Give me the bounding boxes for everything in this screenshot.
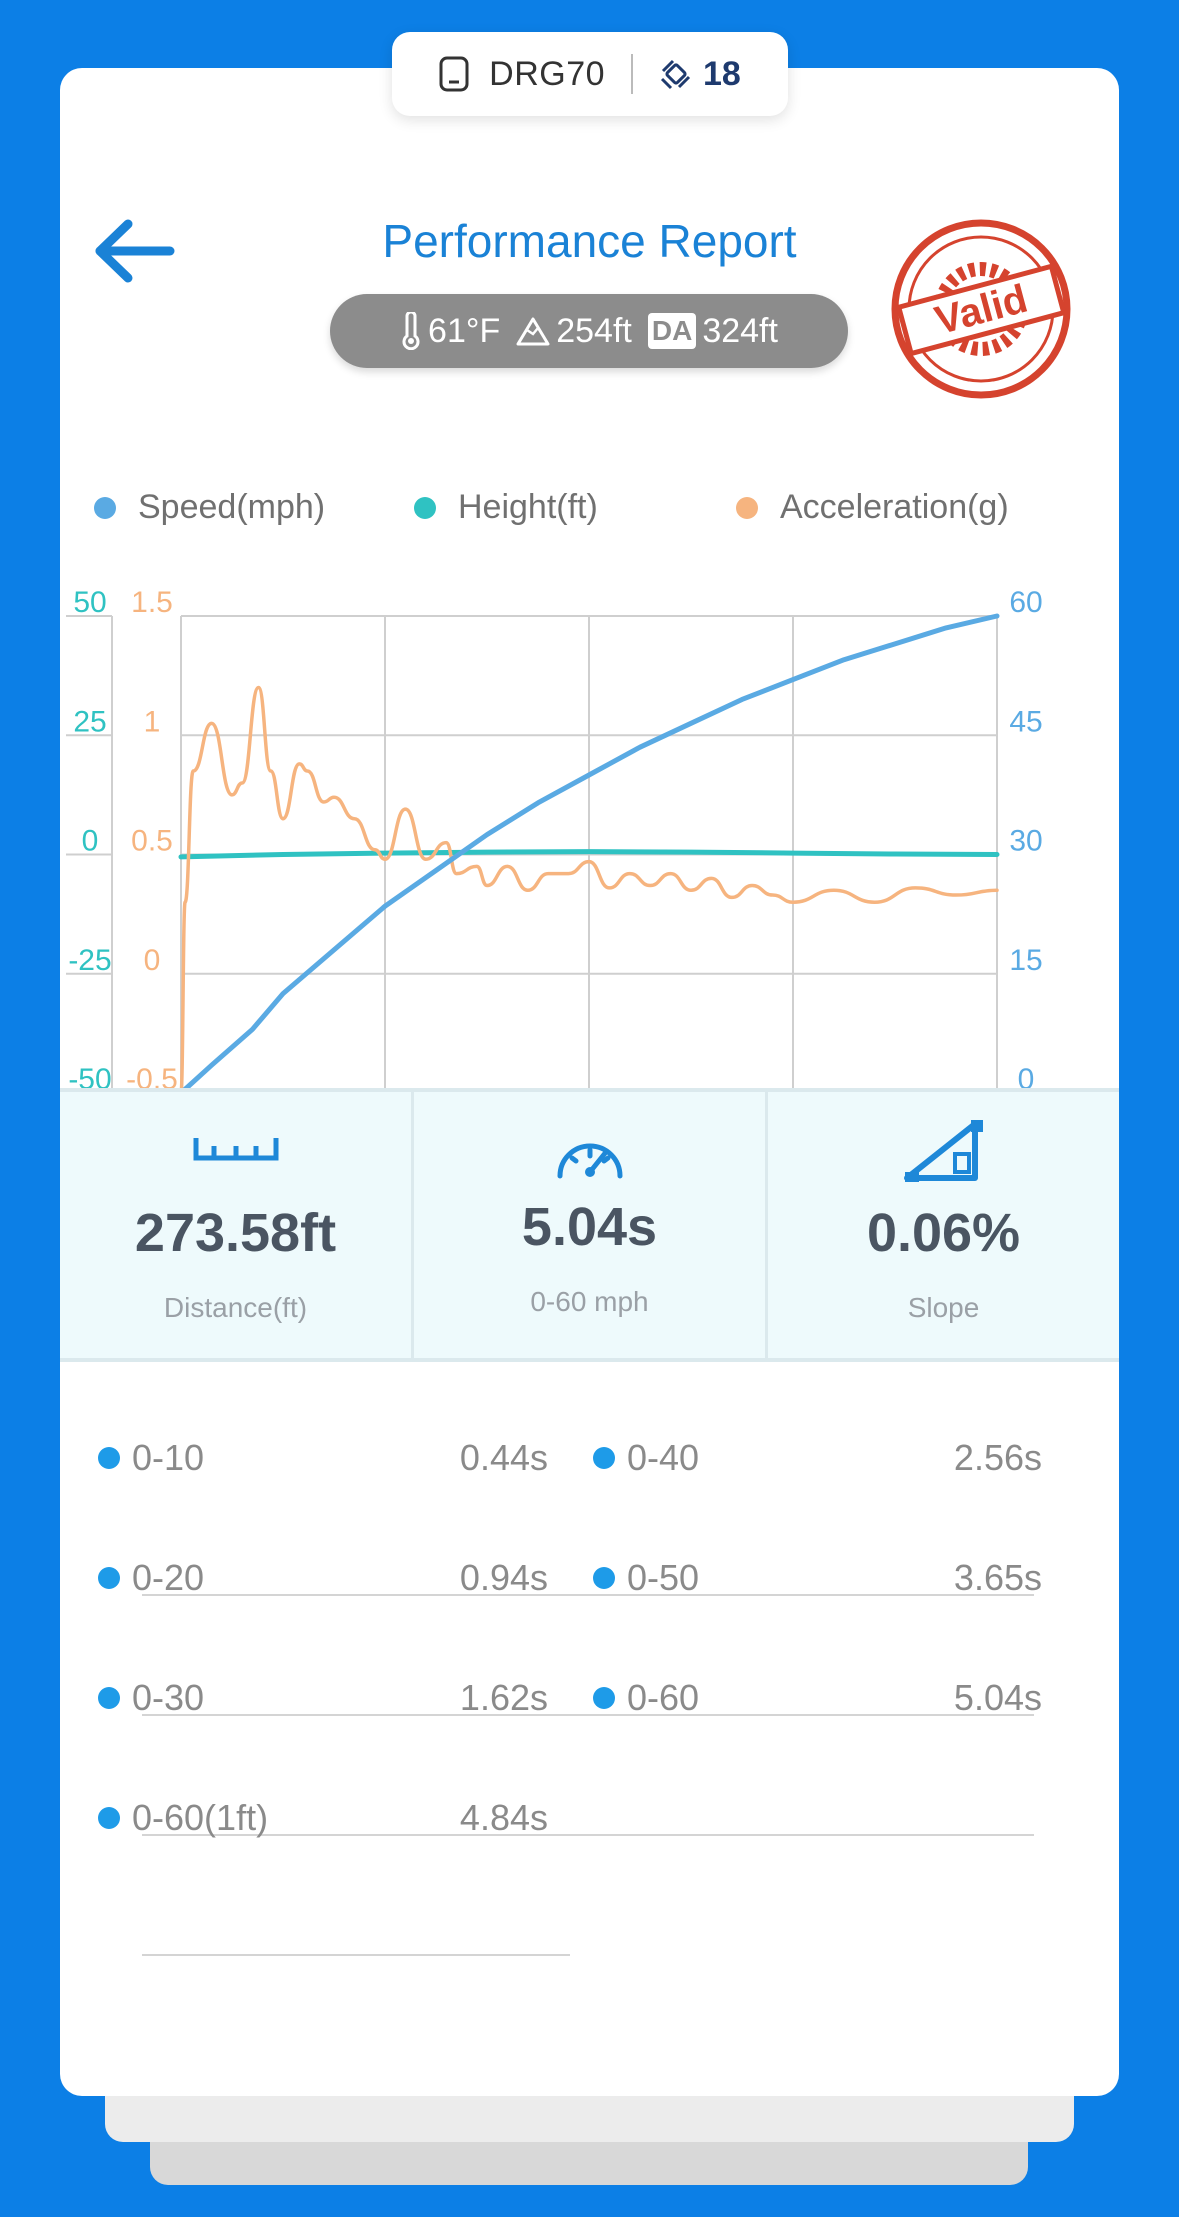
split-divider <box>142 1714 1034 1716</box>
split-bullet <box>593 1447 615 1469</box>
slope-value: 0.06% <box>866 1203 1021 1263</box>
stats-panel: 273.58ft Distance(ft) 5.04s 0-60 mph 0.0… <box>60 1088 1119 1362</box>
satellite-icon <box>659 57 693 91</box>
split-label: 0-50 <box>627 1557 700 1598</box>
split-divider <box>142 1594 1034 1596</box>
split-bullet <box>98 1687 120 1709</box>
legend-speed-label: Speed(mph) <box>138 488 326 526</box>
zero-to-sixty-value: 5.04s <box>521 1197 658 1257</box>
split-time: 1.62s <box>459 1677 548 1718</box>
chart-legend: Speed(mph) Height(ft) Acceleration(g) <box>94 488 1094 538</box>
device-icon <box>439 56 469 92</box>
stat-distance: 273.58ft Distance(ft) <box>60 1092 411 1358</box>
device-separator <box>631 54 634 94</box>
temperature-value: 61°F <box>428 311 501 350</box>
satellite-count: 18 <box>703 54 741 93</box>
back-arrow-icon <box>95 219 175 283</box>
split-divider <box>142 1954 570 1956</box>
altitude-item: 254ft <box>516 312 632 351</box>
height-tick-label: -25 <box>68 944 111 977</box>
valid-stamp: Valid <box>888 216 1074 402</box>
split-label: 0-30 <box>132 1677 205 1718</box>
device-status-pill[interactable]: DRG70 18 <box>392 32 788 116</box>
temperature-item: 61°F <box>400 312 500 351</box>
speed-tick-label: 15 <box>1009 944 1042 977</box>
split-item: 0-60 <box>593 1668 699 1728</box>
density-altitude-item: DA 324ft <box>647 311 778 351</box>
split-bullet <box>98 1447 120 1469</box>
split-item: 0-60(1ft) <box>98 1788 268 1848</box>
split-item: 0-50 <box>593 1548 699 1608</box>
split-time: 5.04s <box>953 1677 1042 1718</box>
acceleration-series-line <box>179 685 999 1095</box>
legend-speed[interactable]: Speed(mph) <box>94 488 325 527</box>
height-tick-label: 25 <box>73 705 106 738</box>
height-tick-label: 50 <box>73 586 106 619</box>
split-bullet <box>593 1687 615 1709</box>
thermometer-icon <box>400 312 422 350</box>
legend-speed-dot <box>94 496 116 519</box>
speed-tick-label: 30 <box>1009 825 1042 858</box>
height-tick-label: 0 <box>82 825 99 858</box>
page-title: Performance Report <box>382 215 797 267</box>
zero-to-sixty-label: 0-60 mph <box>530 1286 649 1317</box>
mountain-icon <box>516 316 550 346</box>
acceleration-tick-label: 1.5 <box>131 586 173 619</box>
split-time: 2.56s <box>953 1437 1042 1478</box>
split-label: 0-40 <box>627 1437 700 1478</box>
altitude-value: 254ft <box>556 311 632 350</box>
acceleration-tick-label: 0.5 <box>131 825 173 858</box>
split-bullet <box>98 1567 120 1589</box>
ruler-icon <box>60 1136 411 1162</box>
speed-tick-label: 0 <box>1018 1063 1035 1096</box>
legend-acceleration-label: Acceleration(g) <box>780 488 1009 526</box>
speed-tick-label: 45 <box>1009 705 1042 738</box>
split-time: 4.84s <box>459 1797 548 1838</box>
split-time: 0.94s <box>459 1557 548 1598</box>
stat-zero-to-sixty: 5.04s 0-60 mph <box>411 1092 765 1358</box>
split-time: 0.44s <box>459 1437 548 1478</box>
legend-height[interactable]: Height(ft) <box>414 488 598 527</box>
speed-tick-label: 60 <box>1009 586 1042 619</box>
legend-acceleration-dot <box>736 496 758 519</box>
distance-value: 273.58ft <box>134 1203 337 1263</box>
legend-acceleration[interactable]: Acceleration(g) <box>736 488 1009 527</box>
acceleration-tick-label: 0 <box>144 944 161 977</box>
split-item: 0-30 <box>98 1668 204 1728</box>
split-item: 0-20 <box>98 1548 204 1608</box>
slope-label: Slope <box>907 1292 980 1323</box>
distance-label: Distance(ft) <box>163 1292 308 1323</box>
stat-slope: 0.06% Slope <box>765 1092 1119 1358</box>
density-altitude-value: 324ft <box>702 311 778 350</box>
split-label: 0-60(1ft) <box>132 1797 269 1838</box>
report-card: Performance Report 61°F 254ft DA 324ft <box>60 68 1119 2096</box>
split-label: 0-20 <box>132 1557 205 1598</box>
device-name: DRG70 <box>489 54 606 93</box>
split-divider <box>142 1834 1034 1836</box>
split-bullet <box>593 1567 615 1589</box>
back-button[interactable] <box>88 216 178 286</box>
split-label: 0-60 <box>627 1677 700 1718</box>
height-series-line <box>178 849 1000 860</box>
density-altitude-label: DA <box>647 313 697 349</box>
split-item: 0-40 <box>593 1428 699 1488</box>
split-bullet <box>98 1807 120 1829</box>
legend-height-dot <box>414 496 436 519</box>
speed-series-line <box>178 613 1000 1096</box>
legend-height-label: Height(ft) <box>458 488 598 526</box>
split-label: 0-10 <box>132 1437 205 1478</box>
split-item: 0-10 <box>98 1428 204 1488</box>
slope-icon <box>768 1118 1119 1184</box>
acceleration-tick-label: 1 <box>144 705 161 738</box>
split-time: 3.65s <box>953 1557 1042 1598</box>
speedometer-icon <box>414 1128 765 1180</box>
conditions-pill: 61°F 254ft DA 324ft <box>330 294 848 368</box>
